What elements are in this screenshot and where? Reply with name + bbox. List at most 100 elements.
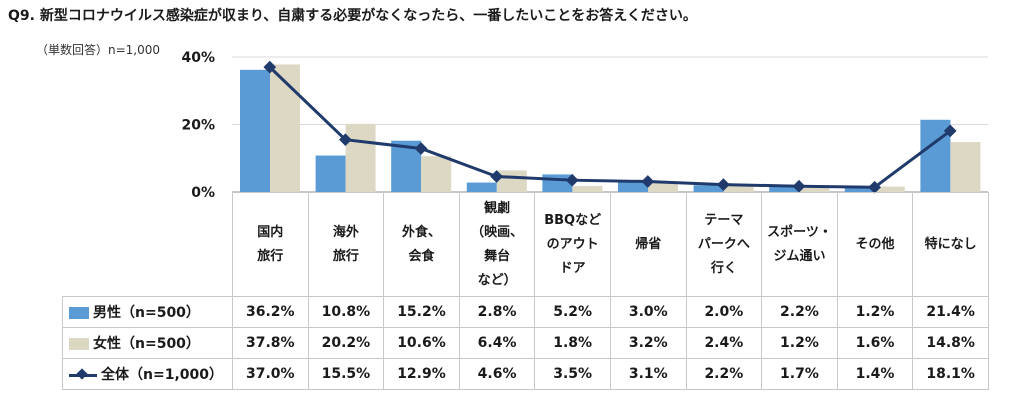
category-label: 観劇 （映画、舞台など） [458, 192, 536, 297]
data-label: 21.4% [912, 296, 989, 328]
data-label: 1.8% [534, 327, 611, 359]
bar-female [874, 186, 905, 192]
legend-entry: 全体（n=1,000） [62, 358, 233, 390]
category-label-line: ジム通い [773, 248, 826, 264]
category-label-line: 旅行 [257, 248, 284, 264]
data-label: 2.4% [685, 327, 763, 359]
legend-label: 女性（n=500） [93, 336, 200, 352]
chart-title: Q9. 新型コロナウイルス感染症が収まり、自粛する必要がなくなったら、一番したい… [8, 8, 697, 24]
category-label-line: 旅行 [332, 248, 359, 264]
data-label: 1.7% [761, 358, 838, 390]
bar-male [315, 155, 346, 192]
data-label: 37.8% [232, 327, 309, 359]
bar-male [693, 185, 724, 192]
category-label-line: 外食、 [401, 224, 441, 240]
chart-subtitle: （単数回答）n=1,000 [36, 43, 161, 57]
y-tick-label: 20% [181, 118, 215, 134]
category-label-line: 帰省 [635, 236, 662, 252]
data-label: 3.1% [609, 358, 687, 390]
bar-female [496, 170, 527, 192]
category-label-line: 国内 [257, 224, 284, 240]
category-label: その他 [836, 192, 914, 297]
bar-female [270, 64, 300, 192]
bar-female [799, 187, 830, 192]
data-label: 1.2% [836, 296, 914, 328]
row-male: 男性（n=500） 36.2% 10.8% 15.2% 2.8% 5.2% 3.0% 2.0%… [62, 296, 989, 328]
category-label-line: テーマ [704, 212, 744, 228]
bar-male [542, 174, 573, 192]
bar-female [648, 181, 678, 192]
category-label: 帰省 [609, 192, 687, 297]
data-label: 5.2% [534, 296, 611, 328]
data-label: 15.5% [307, 358, 385, 390]
bar-female [950, 142, 981, 192]
category-label-line: 海外 [332, 224, 359, 240]
legend-entry: 男性（n=500） [62, 296, 233, 328]
bar-female [345, 123, 376, 192]
marker-total [414, 142, 428, 155]
data-label: 20.2% [307, 327, 385, 359]
marker-total [490, 170, 503, 183]
data-label: 4.6% [458, 358, 536, 390]
data-label: 3.5% [534, 358, 611, 390]
bar-male [769, 184, 800, 192]
category-label-line: 会食 [408, 248, 435, 264]
legend-swatch [69, 338, 89, 350]
category-label-line: のアウト [546, 236, 599, 252]
data-label: 18.1% [912, 358, 989, 390]
category-label-line: 特になし [924, 236, 977, 252]
legend-swatch [69, 369, 97, 381]
data-label: 2.0% [685, 296, 763, 328]
bar-female [572, 185, 603, 192]
table-corner [62, 192, 233, 297]
data-label: 12.9% [383, 358, 460, 390]
category-label-line: BBQなど [544, 212, 602, 228]
data-label: 37.0% [232, 358, 309, 390]
legend-entry: 女性（n=500） [62, 327, 233, 359]
category-label-line: ドア [559, 260, 586, 276]
row-total: 全体（n=1,000） 37.0% 15.5% 12.9% 4.6% 3.5% 3.1% 2.… [62, 358, 989, 390]
category-label: 国内 旅行 [232, 192, 309, 297]
legend-label: 全体（n=1,000） [101, 367, 223, 383]
bar-male [240, 69, 270, 192]
line-total [268, 66, 952, 189]
row-female: 女性（n=500） 37.8% 20.2% 10.6% 6.4% 1.8% 3.2% 2.4%… [62, 327, 989, 359]
data-label: 3.0% [609, 296, 687, 328]
category-label-line: など） [477, 272, 517, 288]
legend-label: 男性（n=500） [93, 305, 200, 321]
data-label: 2.2% [685, 358, 763, 390]
category-label-line: 舞台 [484, 248, 511, 264]
category-label: 外食、 会食 [383, 192, 460, 297]
data-label: 6.4% [458, 327, 536, 359]
data-label: 1.4% [836, 358, 914, 390]
data-table: 国内 旅行 海外 旅行 外食、 会食 観劇 （映画、 舞台 など） BBQなど のアウト ドア 帰省 テーマ… [62, 192, 989, 390]
category-label: 特になし [912, 192, 989, 297]
marker-total [263, 60, 277, 74]
category-label: 海外 旅行 [307, 192, 385, 297]
category-label: スポーツ・ ジム通い [761, 192, 838, 297]
category-label-line: 行く [710, 260, 737, 276]
data-label: 2.8% [458, 296, 536, 328]
category-label-line: 観劇 [484, 200, 511, 216]
bar-male [466, 182, 497, 192]
data-label: 3.2% [609, 327, 687, 359]
data-label: 1.6% [836, 327, 914, 359]
category-label-line: パークへ [697, 236, 750, 252]
category-label-line: その他 [855, 236, 895, 252]
category-label-line: （映画、 [471, 224, 524, 240]
bar-female [723, 183, 754, 192]
data-label: 2.2% [761, 296, 838, 328]
data-label: 10.6% [383, 327, 460, 359]
category-label: テーマ パークへ 行く [685, 192, 763, 297]
category-label-line: スポーツ・ [767, 224, 832, 240]
marker-total [339, 133, 352, 147]
y-tick-label: 40% [181, 50, 215, 66]
data-label: 1.2% [761, 327, 838, 359]
data-label: 14.8% [912, 327, 989, 359]
data-label: 10.8% [307, 296, 385, 328]
bar-male [618, 181, 648, 192]
legend-swatch [69, 307, 89, 319]
bar-male [844, 187, 875, 192]
bar-female [421, 156, 452, 192]
